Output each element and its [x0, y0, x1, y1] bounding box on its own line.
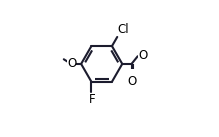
Text: Cl: Cl	[118, 23, 129, 36]
Text: F: F	[89, 93, 96, 106]
Text: O: O	[67, 57, 76, 70]
Text: O: O	[128, 75, 137, 88]
Text: O: O	[138, 49, 148, 62]
